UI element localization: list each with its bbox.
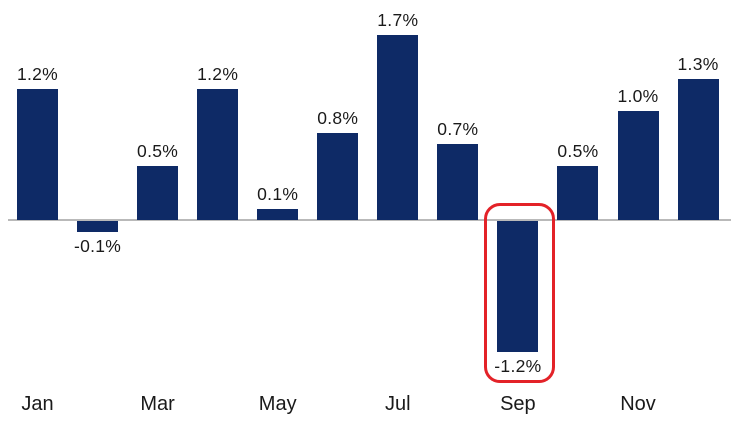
bar-nov xyxy=(617,111,659,220)
bar-aug xyxy=(437,143,479,220)
bar-may xyxy=(257,209,299,220)
bar-mar xyxy=(137,165,179,220)
bar-jun xyxy=(317,132,359,220)
bar-oct xyxy=(557,165,599,220)
x-tick-label-jan: Jan xyxy=(21,393,54,415)
x-tick-label-may: May xyxy=(258,393,297,415)
value-label-apr: 1.2% xyxy=(197,64,239,85)
x-tick-label-sep: Sep xyxy=(500,393,536,415)
value-label-mar: 0.5% xyxy=(137,140,179,161)
value-label-jan: 1.2% xyxy=(16,64,59,85)
x-axis-baseline xyxy=(8,219,731,221)
bar-feb xyxy=(77,221,119,232)
value-label-may: 0.1% xyxy=(257,184,299,205)
x-tick-label-nov: Nov xyxy=(620,393,656,415)
bar-sep xyxy=(497,221,539,352)
value-label-dec: 1.3% xyxy=(677,53,719,74)
x-tick-label-jul: Jul xyxy=(385,393,411,415)
bar-jan xyxy=(17,89,58,220)
bar-jul xyxy=(377,35,419,220)
value-label-oct: 0.5% xyxy=(557,140,599,161)
highlight-outline-sep xyxy=(483,203,555,383)
value-label-jun: 0.8% xyxy=(317,107,359,128)
bar-dec xyxy=(677,78,719,220)
value-label-feb: -0.1% xyxy=(73,235,122,256)
bar-apr xyxy=(197,89,239,220)
x-tick-label-mar: Mar xyxy=(140,393,175,415)
value-label-jul: 1.7% xyxy=(377,10,419,31)
value-label-sep: -1.2% xyxy=(494,355,542,376)
value-label-nov: 1.0% xyxy=(617,86,659,107)
value-label-aug: 0.7% xyxy=(437,118,479,139)
